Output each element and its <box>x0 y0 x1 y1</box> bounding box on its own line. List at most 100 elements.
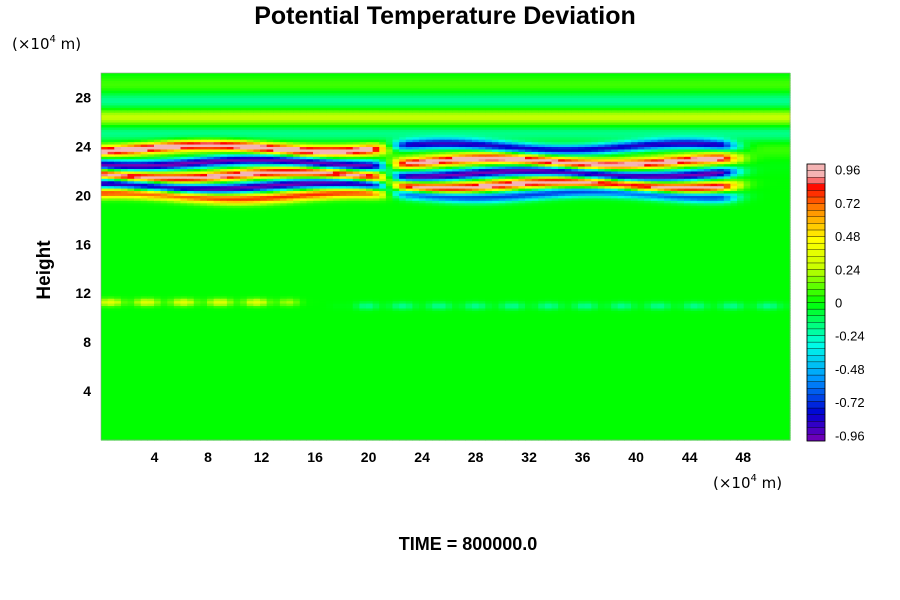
field-cell <box>101 351 109 355</box>
field-cell <box>465 378 473 382</box>
field-cell <box>339 391 347 395</box>
field-cell <box>697 322 705 326</box>
field-cell <box>134 361 142 365</box>
field-cell <box>650 393 659 397</box>
field-cell <box>286 327 294 331</box>
field-cell <box>644 398 652 402</box>
field-cell <box>637 376 645 380</box>
field-cell <box>650 403 659 407</box>
field-cell <box>180 354 188 358</box>
field-cell <box>438 422 447 426</box>
field-cell <box>743 349 751 353</box>
field-cell <box>498 329 506 333</box>
field-cell <box>167 415 175 419</box>
field-cell <box>445 356 453 360</box>
field-cell <box>505 322 513 326</box>
field-cell <box>299 422 307 426</box>
field-cell <box>703 332 712 336</box>
field-cell <box>385 369 394 373</box>
field-cell <box>193 393 201 397</box>
field-cell <box>385 417 394 422</box>
field-cell <box>551 337 559 341</box>
field-cell <box>140 413 148 417</box>
field-cell <box>392 395 400 400</box>
field-cell <box>392 376 400 380</box>
field-cell <box>697 378 705 382</box>
field-cell <box>366 334 374 338</box>
field-cell <box>591 322 599 326</box>
field-cell <box>472 383 480 387</box>
field-cell <box>644 403 652 407</box>
field-cell <box>332 373 341 377</box>
field-cell <box>472 417 480 422</box>
field-cell <box>478 373 486 377</box>
field-cell <box>478 408 486 412</box>
field-cell <box>246 356 254 360</box>
field-cell <box>187 405 195 409</box>
field-cell <box>750 386 758 390</box>
field-cell <box>107 320 115 324</box>
field-cell <box>597 388 606 392</box>
field-cell <box>624 366 632 370</box>
field-cell <box>717 376 725 380</box>
field-cell <box>101 408 109 412</box>
field-cell <box>213 349 221 353</box>
field-cell <box>591 398 599 402</box>
field-cell <box>306 373 314 377</box>
field-cell <box>491 381 500 385</box>
field-cell <box>478 386 486 390</box>
field-cell <box>776 344 784 348</box>
field-cell <box>220 386 228 390</box>
field-cell <box>717 344 725 348</box>
field-cell <box>213 361 221 365</box>
field-cell <box>650 322 659 326</box>
field-cell <box>233 430 241 434</box>
field-cell <box>591 413 599 417</box>
field-cell <box>379 425 387 429</box>
field-cell <box>551 386 559 390</box>
field-cell <box>538 417 546 422</box>
field-cell <box>180 400 188 404</box>
field-cell <box>107 415 115 419</box>
field-cell <box>491 371 500 375</box>
field-cell <box>664 342 672 346</box>
field-cell <box>571 366 579 370</box>
field-cell <box>134 422 142 426</box>
field-cell <box>677 376 685 380</box>
field-cell <box>412 334 420 338</box>
field-cell <box>187 322 195 326</box>
field-cell <box>359 422 367 426</box>
field-cell <box>743 403 751 407</box>
field-cell <box>260 403 268 407</box>
field-cell <box>140 339 148 343</box>
field-cell <box>253 400 261 404</box>
field-cell <box>260 322 268 326</box>
field-cell <box>385 332 394 336</box>
field-cell <box>511 415 519 419</box>
field-cell <box>167 334 175 338</box>
field-cell <box>756 422 765 426</box>
field-cell <box>432 408 440 412</box>
field-cell <box>101 388 109 392</box>
field-cell <box>339 437 347 441</box>
field-cell <box>465 393 473 397</box>
field-cell <box>783 383 791 387</box>
field-cell <box>412 322 420 326</box>
field-cell <box>425 371 433 375</box>
field-cell <box>564 347 572 351</box>
field-cell <box>253 430 261 434</box>
field-cell <box>140 359 148 363</box>
field-cell <box>558 329 566 333</box>
field-cell <box>173 371 182 375</box>
field-cell <box>445 359 453 363</box>
field-cell <box>438 349 447 353</box>
field-cell <box>246 430 254 434</box>
field-cell <box>491 339 500 343</box>
field-cell <box>763 325 771 329</box>
field-cell <box>220 391 228 395</box>
field-cell <box>180 410 188 414</box>
field-cell <box>372 381 380 385</box>
field-cell <box>405 417 413 422</box>
field-cell <box>200 376 208 380</box>
field-cell <box>352 325 360 329</box>
